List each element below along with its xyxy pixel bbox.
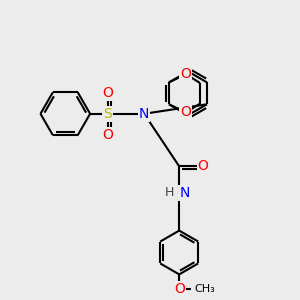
Text: O: O <box>181 105 191 119</box>
Text: H: H <box>165 186 175 199</box>
Text: CH₃: CH₃ <box>194 284 215 294</box>
Text: O: O <box>102 128 113 142</box>
Text: N: N <box>139 107 149 121</box>
Text: O: O <box>198 159 208 173</box>
Text: S: S <box>103 107 112 121</box>
Text: O: O <box>102 86 113 100</box>
Text: N: N <box>179 186 190 200</box>
Text: O: O <box>181 67 191 81</box>
Text: O: O <box>174 282 184 296</box>
